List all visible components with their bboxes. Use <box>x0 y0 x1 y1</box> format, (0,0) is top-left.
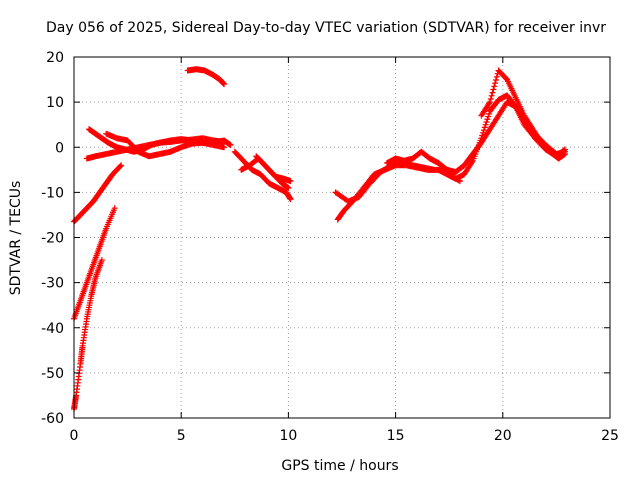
y-tick-label: 0 <box>55 140 64 156</box>
data-point <box>491 83 498 90</box>
data-point <box>486 100 493 107</box>
y-tick-label: 10 <box>46 95 64 111</box>
series-arc-j <box>253 153 292 191</box>
data-point <box>492 77 499 84</box>
tick-labels: 0 5 10 15 20 25 -60 -50 -40 -30 -20 -10 0 10 20 <box>41 50 619 444</box>
y-tick-label: -30 <box>41 276 64 292</box>
x-tick-label: 5 <box>177 428 186 444</box>
data-point <box>487 95 494 102</box>
data-point <box>479 132 486 139</box>
series-arc-c <box>71 257 105 412</box>
y-tick-label: -50 <box>41 366 64 382</box>
x-axis-label: GPS time / hours <box>281 458 398 474</box>
series-arc-g <box>184 66 228 88</box>
data-point <box>480 127 487 134</box>
data-point <box>486 110 493 117</box>
data-point <box>488 92 495 99</box>
data-point <box>117 163 124 170</box>
data-point <box>478 135 485 142</box>
y-axis-label: SDTVAR / TECUs <box>8 181 24 296</box>
data-point <box>118 162 125 169</box>
data-point <box>98 257 105 264</box>
series-arc-o <box>478 67 568 162</box>
data-point <box>480 129 487 136</box>
series-arc-b <box>71 205 118 322</box>
data-point <box>486 99 493 106</box>
data-point <box>485 113 492 120</box>
grid <box>74 57 610 418</box>
x-tick-label: 0 <box>70 428 79 444</box>
data-point <box>221 144 228 151</box>
chart-title: Day 056 of 2025, Sidereal Day-to-day VTE… <box>46 20 606 36</box>
series-arc-h <box>231 148 294 203</box>
data-point <box>483 118 490 125</box>
data-point <box>221 81 228 88</box>
x-tick-label: 25 <box>601 428 619 444</box>
data-point <box>484 116 491 123</box>
y-tick-label: 20 <box>46 50 64 66</box>
y-tick-label: -60 <box>41 411 64 427</box>
data-point <box>287 178 294 185</box>
data-point <box>468 159 475 166</box>
data-point <box>492 80 499 87</box>
y-tick-label: -10 <box>41 185 64 201</box>
data-point <box>482 121 489 128</box>
y-tick-label: -40 <box>41 321 64 337</box>
data-point <box>490 86 497 93</box>
data-markers <box>71 66 568 412</box>
data-point <box>287 196 294 203</box>
x-tick-label: 15 <box>387 428 405 444</box>
x-tick-label: 20 <box>494 428 512 444</box>
y-tick-label: -20 <box>41 231 64 247</box>
plot-frame <box>73 56 611 419</box>
data-point <box>481 124 488 131</box>
x-tick-label: 10 <box>279 428 297 444</box>
data-point <box>493 73 500 80</box>
data-point <box>227 141 234 148</box>
series-arc-f <box>103 130 228 160</box>
data-point <box>285 184 292 191</box>
series-arc-a <box>71 162 125 225</box>
data-point <box>111 205 118 212</box>
series-arc-e <box>86 126 234 155</box>
data-point <box>561 151 568 158</box>
series-arc-m <box>384 99 568 176</box>
data-point <box>489 89 496 96</box>
